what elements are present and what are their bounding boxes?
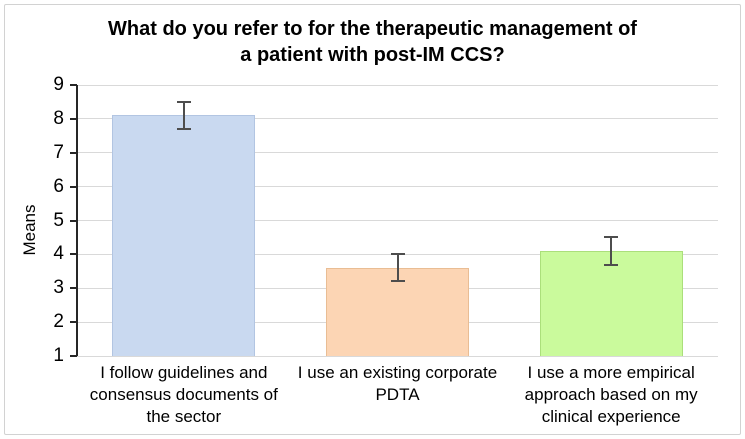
x-category-label: I follow guidelines and consensus docume… xyxy=(89,363,278,426)
x-category-label: I use an existing corporate PDTA xyxy=(297,363,498,404)
y-tick xyxy=(70,117,77,120)
y-tick-label: 1 xyxy=(53,345,64,366)
y-tick xyxy=(70,355,77,357)
y-tick-label: 6 xyxy=(53,175,64,197)
y-tick-label: 9 xyxy=(53,74,64,95)
gridline xyxy=(77,355,718,357)
gridline xyxy=(77,118,718,120)
error-bar xyxy=(610,237,613,265)
gridline xyxy=(77,186,718,188)
gridline xyxy=(77,220,718,221)
y-tick xyxy=(70,84,77,86)
error-bar-cap xyxy=(176,128,191,131)
y-tick xyxy=(70,185,77,188)
y-tick-label: 5 xyxy=(53,209,64,231)
bar xyxy=(539,250,683,356)
chart-title: What do you refer to for the therapeutic… xyxy=(63,16,683,68)
error-bar-cap xyxy=(176,100,191,103)
y-tick-label: 8 xyxy=(53,107,64,129)
y-axis-line xyxy=(76,85,78,356)
error-bar-cap xyxy=(604,236,619,239)
y-tick-label: 2 xyxy=(53,311,64,333)
gridline xyxy=(77,84,718,86)
y-tick xyxy=(70,321,77,324)
y-tick-label: 4 xyxy=(53,243,64,265)
chart-title-line-1: What do you refer to for the therapeutic… xyxy=(108,18,637,40)
gridline xyxy=(77,152,718,154)
x-category-label: I use a more empirical approach based on… xyxy=(524,363,698,426)
y-tick xyxy=(70,287,77,290)
y-tick xyxy=(70,253,77,256)
plot-area xyxy=(76,84,718,357)
error-bar-cap xyxy=(390,280,405,283)
error-bar-cap xyxy=(604,263,619,266)
chart-title-line-2: a patient with post-IM CCS? xyxy=(240,44,505,66)
y-tick-label: 7 xyxy=(53,141,64,163)
error-bar xyxy=(182,101,185,130)
error-bar xyxy=(396,254,399,282)
error-bar-cap xyxy=(390,253,405,256)
y-tick-label: 3 xyxy=(53,277,64,299)
y-tick xyxy=(70,219,77,222)
y-tick xyxy=(70,151,77,154)
bar xyxy=(112,115,256,356)
